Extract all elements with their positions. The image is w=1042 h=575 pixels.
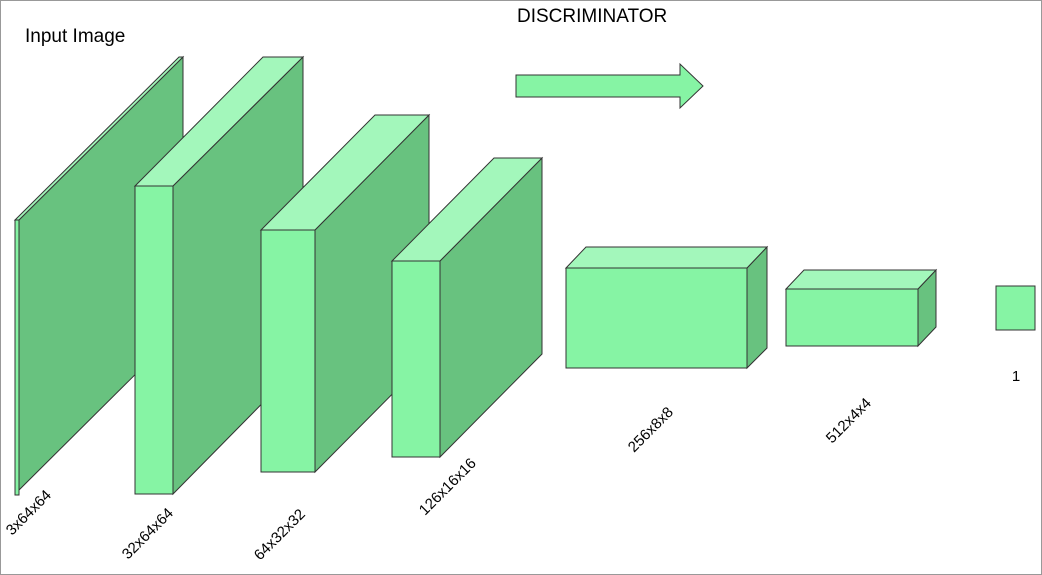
title: DISCRIMINATOR bbox=[517, 6, 667, 27]
input-label: Input Image bbox=[25, 26, 125, 47]
layer-block bbox=[133, 55, 305, 496]
layer-block bbox=[390, 156, 544, 459]
direction-arrow bbox=[515, 62, 704, 110]
layer-block bbox=[564, 245, 769, 370]
layer-label: 1 bbox=[1012, 368, 1020, 385]
layer-block bbox=[13, 55, 185, 496]
output-block bbox=[995, 285, 1036, 331]
layer-block bbox=[784, 268, 938, 348]
